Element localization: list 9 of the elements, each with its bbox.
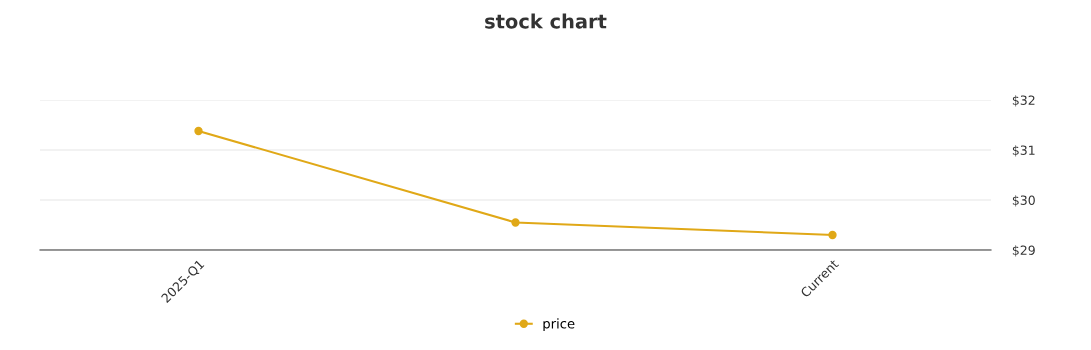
y-tick-label: $31 — [1012, 145, 1035, 157]
point — [511, 218, 520, 227]
y-tick-label: $29 — [1012, 245, 1035, 257]
point — [194, 126, 203, 136]
chart-title: stock chart — [485, 13, 607, 29]
point — [828, 230, 837, 240]
y-tick-label: $32 — [1012, 95, 1035, 107]
legend-label: price — [543, 318, 575, 332]
y-tick-label: $30 — [1012, 195, 1035, 207]
